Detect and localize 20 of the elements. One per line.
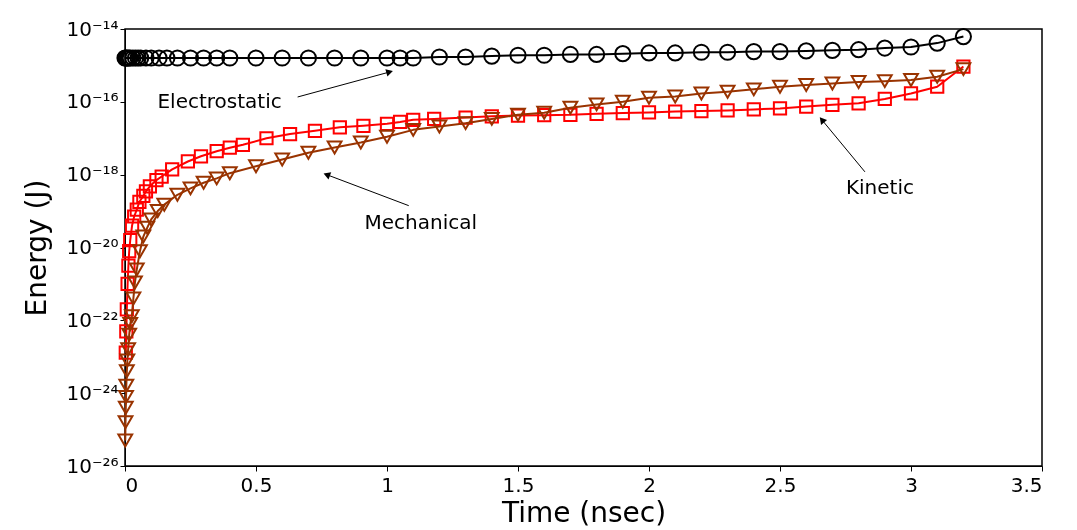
x-axis-title: Time (nsec) bbox=[500, 495, 667, 529]
y-tick-label: 10⁻¹⁸ bbox=[66, 162, 119, 187]
y-tick-label: 10⁻¹⁴ bbox=[66, 16, 119, 41]
y-tick-label: 10⁻²⁴ bbox=[66, 380, 119, 405]
annotation: Mechanical bbox=[364, 209, 478, 234]
annotation: Kinetic bbox=[845, 174, 914, 199]
x-tick-label: 1 bbox=[381, 472, 394, 497]
x-tick-label: 2.5 bbox=[764, 472, 797, 497]
y-axis-title: Energy (J) bbox=[20, 179, 54, 317]
y-tick-label: 10⁻¹⁶ bbox=[66, 89, 119, 114]
y-tick-label: 10⁻²⁶ bbox=[66, 453, 119, 478]
x-tick-label: 0.5 bbox=[240, 472, 273, 497]
x-tick-label: 2 bbox=[643, 472, 656, 497]
x-tick-label: 1.5 bbox=[502, 472, 535, 497]
annotation: Electrostatic bbox=[157, 88, 282, 113]
y-tick-label: 10⁻²⁰ bbox=[66, 235, 119, 259]
x-tick-label: 3 bbox=[905, 472, 918, 497]
x-tick-label: 3.5 bbox=[1010, 472, 1043, 497]
x-tick-label: 0 bbox=[125, 472, 139, 497]
y-tick-label: 10⁻²² bbox=[66, 307, 119, 332]
